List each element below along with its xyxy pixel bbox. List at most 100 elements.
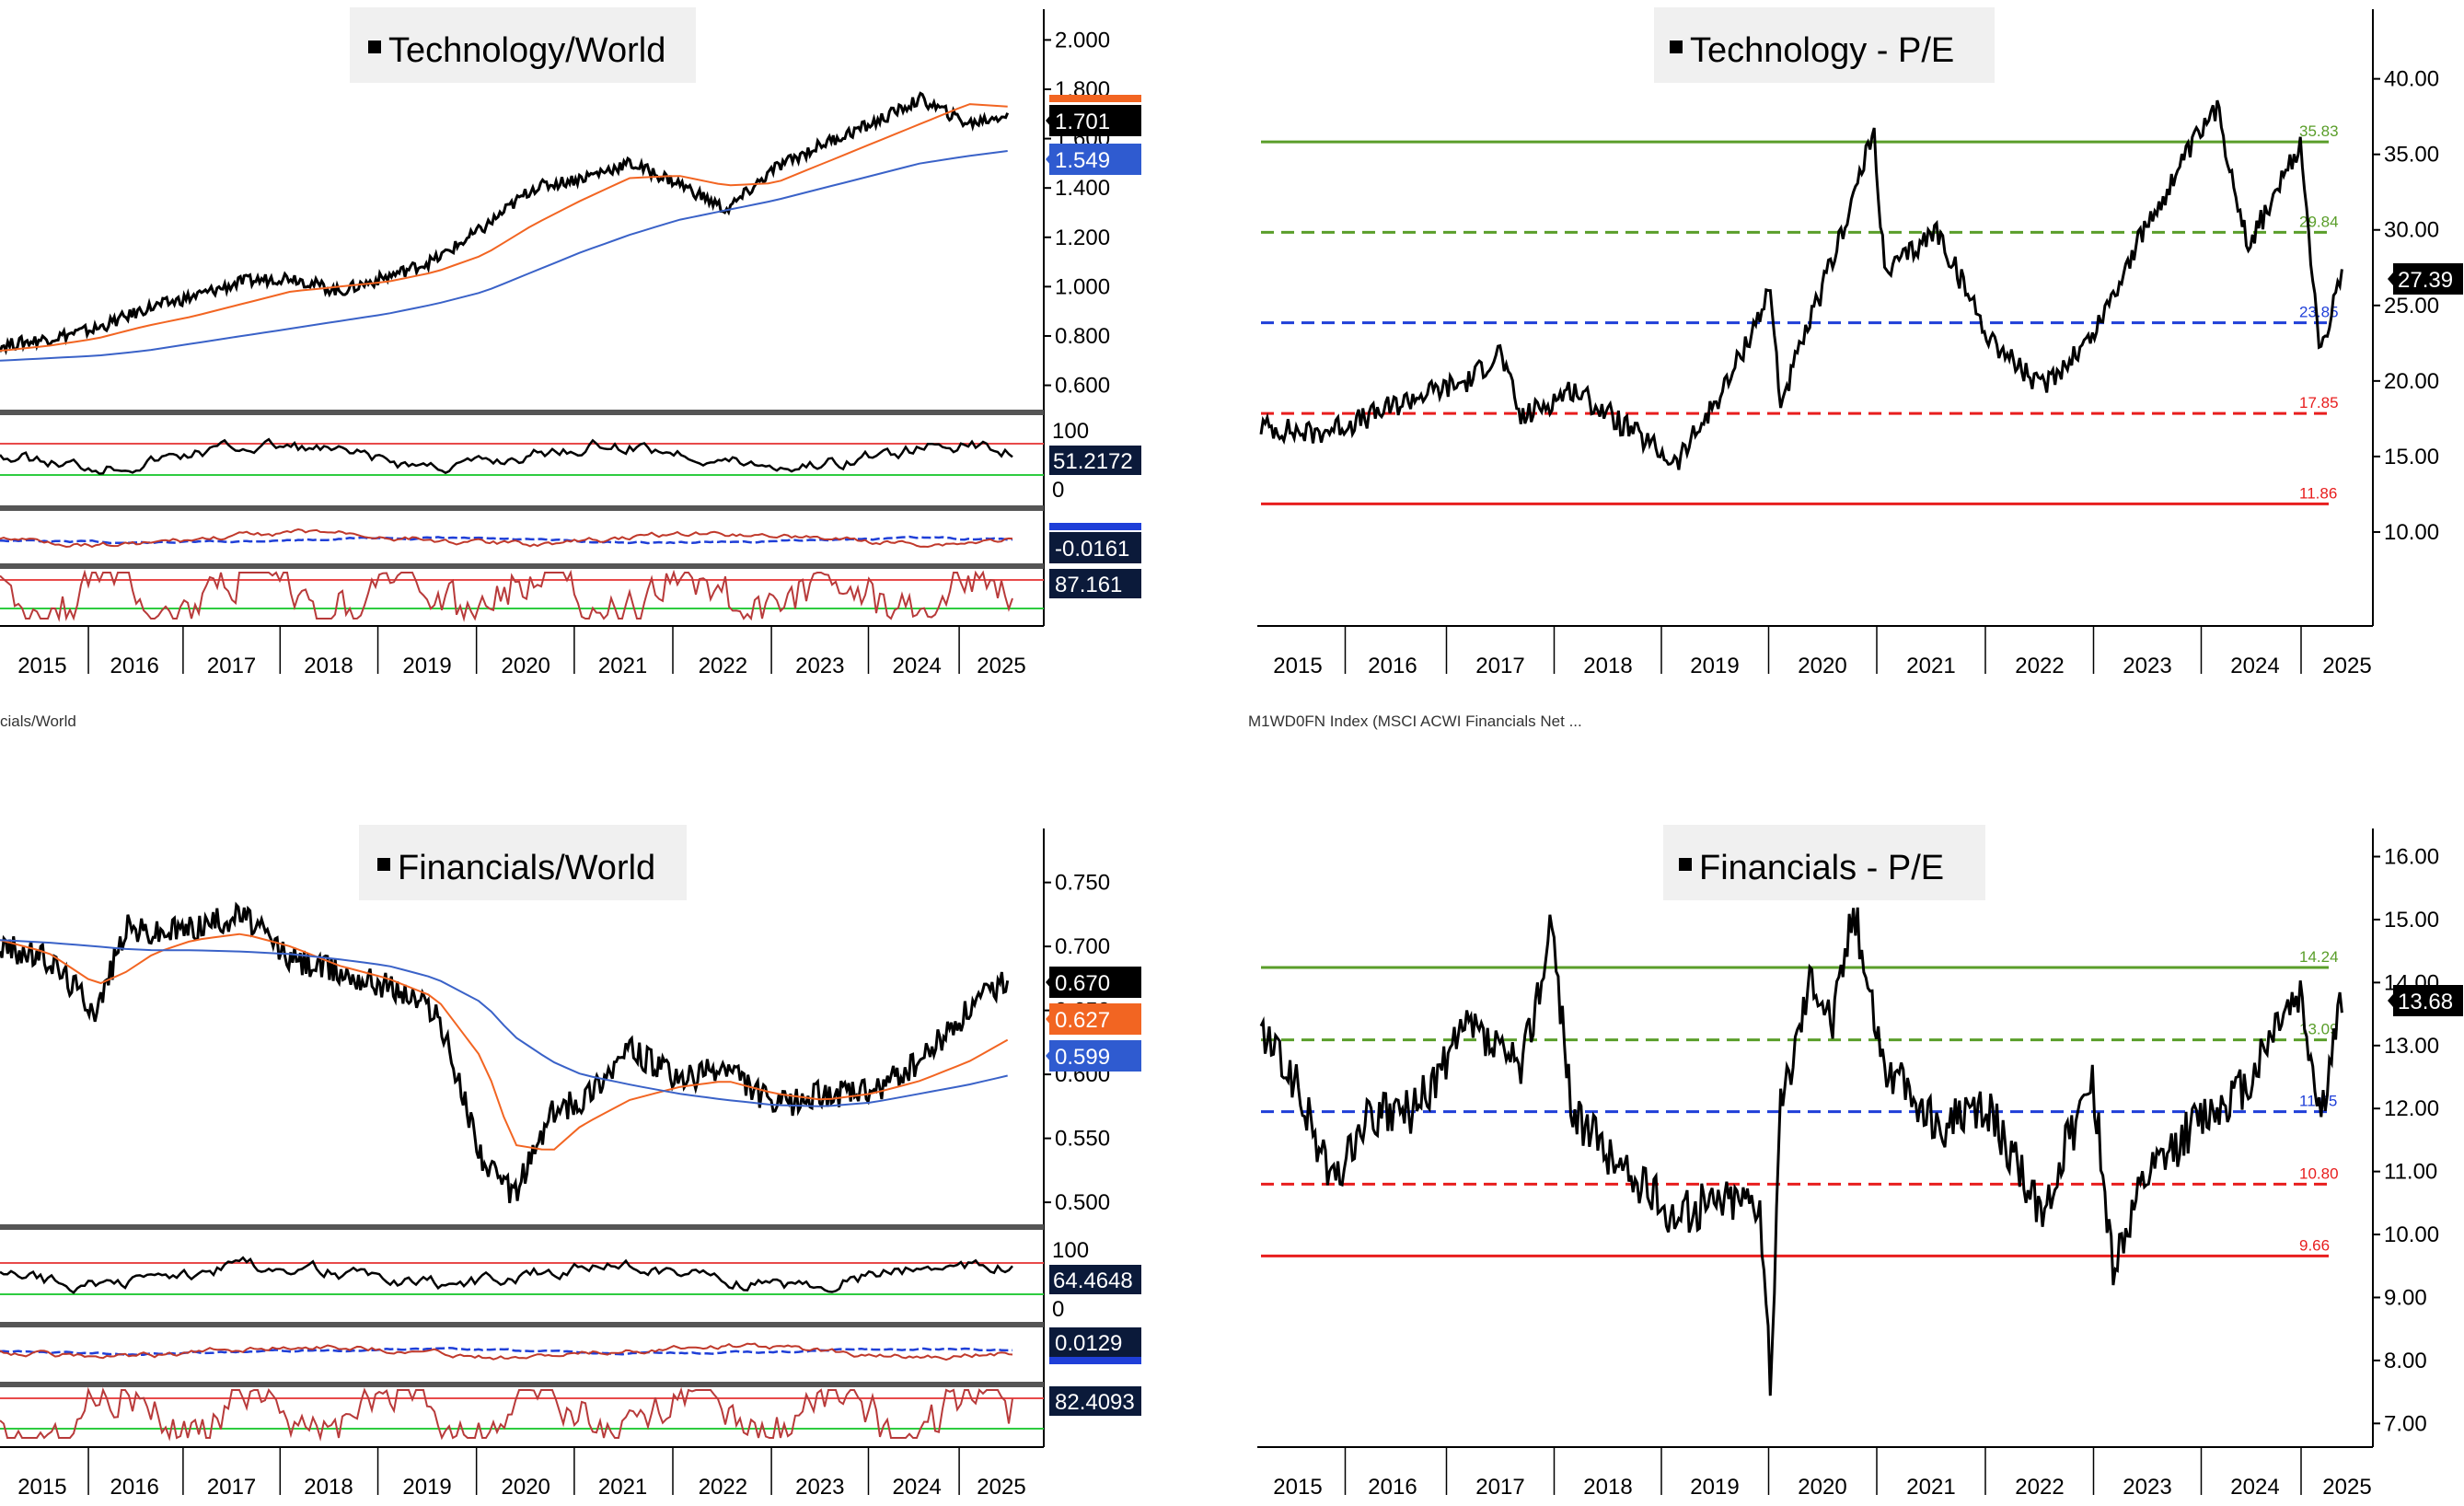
macd-line: [0, 1342, 1013, 1361]
title-marker-icon: [368, 41, 381, 53]
x-tick-label: 2025: [977, 654, 1025, 678]
rsi-tick-100: 100: [1052, 1238, 1089, 1263]
series-line-ratio: [0, 91, 1010, 356]
y-tick-label: 40.00: [2384, 67, 2439, 92]
title-marker-icon: [1679, 858, 1692, 871]
sd-level-label: 11.86: [2299, 484, 2337, 502]
long-ma-label: 0.627: [1055, 1008, 1110, 1033]
x-tick-label: 2021: [1906, 1475, 1955, 1500]
last-value-label: 13.68: [2398, 990, 2453, 1014]
x-tick-label: 2021: [598, 654, 647, 678]
x-tick-label: 2015: [17, 654, 66, 678]
rsi-tick-100: 100: [1052, 419, 1089, 444]
x-axis-ticks: 2015 2016 2017 2018 2019 2020 2021 2022 2023 2024…: [1273, 626, 2372, 678]
y-tick-label: 10.00: [2384, 1222, 2439, 1247]
x-tick-label: 2021: [1906, 654, 1955, 678]
rsi-value-label: 51.2172: [1053, 449, 1133, 474]
rsi-tick-0: 0: [1052, 1297, 1064, 1322]
rsi-value-label: 64.4648: [1053, 1269, 1133, 1293]
x-tick-label: 2019: [402, 1475, 451, 1500]
stoch-value-label: 87.161: [1055, 573, 1122, 597]
y-tick-label: 7.00: [2384, 1411, 2427, 1436]
y-tick-label: 0.600: [1055, 374, 1110, 399]
y-tick-label: 15.00: [2384, 908, 2439, 933]
last-price-badge: [1049, 105, 1141, 136]
panel-divider: [0, 505, 1044, 511]
stoch-badge: [1049, 569, 1141, 598]
y-tick-label: 2.000: [1055, 28, 1110, 52]
title-marker-icon: [1670, 41, 1683, 53]
x-tick-label: 2016: [110, 654, 159, 678]
series-line-short-ma: [0, 939, 1008, 1107]
sd-level-label: 29.84: [2299, 213, 2339, 230]
macd-value-label: 0.0129: [1055, 1331, 1122, 1356]
series-line-short-ma: [0, 150, 1008, 362]
last-price-badge: [1049, 967, 1141, 998]
stoch-value-label: 82.4093: [1055, 1390, 1135, 1415]
last-value-label: 27.39: [2398, 268, 2453, 293]
x-tick-label: 2023: [2123, 1475, 2171, 1500]
x-tick-label: 2019: [1690, 1475, 1739, 1500]
panel-divider: [0, 563, 1044, 569]
x-tick-label: 2024: [2230, 1475, 2279, 1500]
series-group: [0, 91, 1010, 362]
title-box: [1654, 7, 1995, 83]
x-tick-label: 2015: [1273, 654, 1322, 678]
y-tick-label: 8.00: [2384, 1349, 2427, 1373]
y-axis-ticks: 16.0015.0014.0013.0012.0011.0010.009.008…: [2373, 845, 2439, 1436]
rsi-tick-0: 0: [1052, 478, 1064, 503]
y-tick-label: 0.700: [1055, 934, 1110, 959]
last-value-badge: [2393, 985, 2463, 1016]
title-marker-icon: [377, 858, 390, 871]
y-tick-label: 0.800: [1055, 324, 1110, 349]
x-tick-label: 2017: [207, 1475, 256, 1500]
y-tick-label: 1.400: [1055, 176, 1110, 201]
x-tick-label: 2016: [1368, 654, 1417, 678]
y-tick-label: 20.00: [2384, 369, 2439, 394]
sd-level-label: 35.83: [2299, 122, 2339, 140]
y-tick-label: 35.00: [2384, 143, 2439, 168]
short-ma-label: 0.599: [1055, 1045, 1110, 1070]
x-tick-label: 2020: [502, 654, 550, 678]
x-tick-label: 2015: [1273, 1475, 1322, 1500]
series-group: [1259, 907, 2343, 1396]
stoch-line: [0, 1386, 1013, 1442]
tech-pe-chart: Technology - P/E 40.00 35.00 30.00 25.00 20.…: [1248, 7, 2463, 730]
sd-level-label: 23.85: [2299, 304, 2339, 321]
x-tick-label: 2021: [598, 1475, 647, 1500]
y-tick-label: 10.00: [2384, 520, 2439, 545]
x-tick-label: 2016: [1368, 1475, 1417, 1500]
x-axis-ticks: 2015 2016 2017 2018 2019 2020 2021 2022 2023 2024…: [17, 626, 1026, 678]
chart-title: Technology - P/E: [1690, 31, 1954, 70]
y-tick-label: 11.00: [2384, 1160, 2437, 1185]
y-tick-label: 9.00: [2384, 1285, 2427, 1310]
x-axis-ticks: 2015 2016 2017 2018 2019 2020 2021 2022 2023 2024…: [1273, 1447, 2372, 1500]
chart-title: Financials - P/E: [1699, 849, 1944, 887]
series-group: [1259, 99, 2343, 470]
series-line-p-e: [1259, 99, 2343, 470]
rsi-badge: [1049, 446, 1141, 475]
stoch-badge: [1049, 1386, 1141, 1416]
x-tick-label: 2022: [2015, 1475, 2064, 1500]
sd-level-label: 10.80: [2299, 1164, 2339, 1182]
x-tick-label: 2018: [304, 654, 353, 678]
long-ma-badge-edge: [1049, 95, 1141, 102]
panel-divider: [0, 410, 1044, 415]
chart-title: Financials/World: [398, 849, 655, 887]
x-tick-label: 2019: [402, 654, 451, 678]
sd-level-label: 13.09: [2299, 1021, 2339, 1038]
x-tick-label: 2025: [977, 1475, 1025, 1500]
macd-value-label: -0.0161: [1055, 537, 1129, 562]
rsi-badge: [1049, 1265, 1141, 1294]
y-tick-label: 0.500: [1055, 1190, 1110, 1215]
fin-world-chart: Financials/World 0.7500.7000.6500.6000.5…: [0, 825, 1141, 1500]
y-tick-label: 25.00: [2384, 294, 2439, 319]
x-tick-label: 2023: [795, 654, 844, 678]
y-tick-label: 1.200: [1055, 226, 1110, 250]
title-box: [350, 7, 696, 83]
short-ma-badge: [1049, 1040, 1141, 1072]
x-tick-label: 2018: [1583, 1475, 1632, 1500]
macd-line: [0, 527, 1013, 549]
rsi-line: [0, 437, 1013, 475]
